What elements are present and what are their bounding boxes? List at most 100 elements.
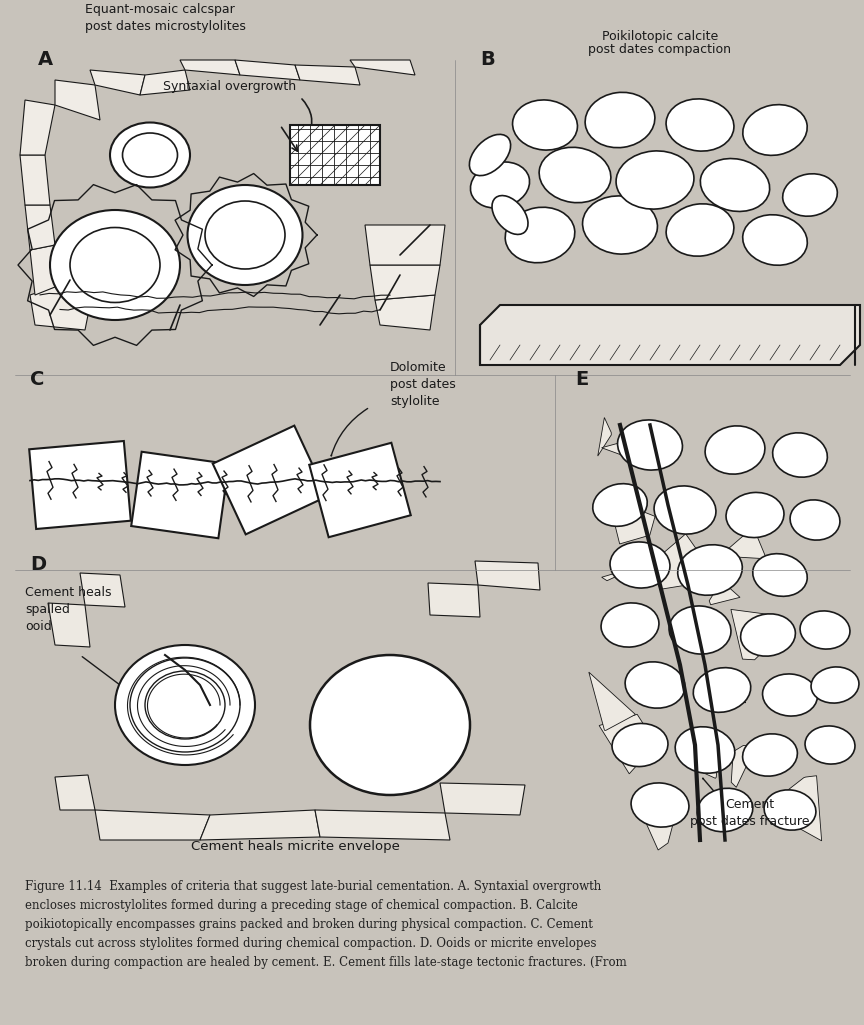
Ellipse shape <box>470 162 530 208</box>
Polygon shape <box>30 285 90 330</box>
Polygon shape <box>440 783 525 815</box>
Polygon shape <box>48 603 90 647</box>
Ellipse shape <box>610 542 670 588</box>
Polygon shape <box>213 425 327 534</box>
Polygon shape <box>785 776 822 840</box>
Polygon shape <box>601 567 638 581</box>
Ellipse shape <box>783 174 837 216</box>
Polygon shape <box>599 714 656 774</box>
FancyArrowPatch shape <box>302 99 312 128</box>
Polygon shape <box>731 610 778 660</box>
Polygon shape <box>375 295 435 330</box>
Polygon shape <box>90 70 145 95</box>
Polygon shape <box>609 499 655 544</box>
Polygon shape <box>315 810 450 840</box>
Ellipse shape <box>697 788 753 831</box>
Polygon shape <box>726 532 766 559</box>
Polygon shape <box>80 573 125 607</box>
Polygon shape <box>235 60 300 80</box>
Ellipse shape <box>740 614 796 656</box>
Text: D: D <box>30 555 46 574</box>
Text: Poikilotopic calcite: Poikilotopic calcite <box>602 30 718 43</box>
Polygon shape <box>140 70 190 95</box>
Polygon shape <box>365 226 445 265</box>
Text: C: C <box>30 370 44 390</box>
Ellipse shape <box>763 674 817 716</box>
FancyArrowPatch shape <box>82 657 137 697</box>
Ellipse shape <box>469 134 511 175</box>
Polygon shape <box>295 65 360 85</box>
Text: Cement
post dates fracture: Cement post dates fracture <box>690 798 810 828</box>
Ellipse shape <box>743 215 807 265</box>
Ellipse shape <box>618 420 683 470</box>
Ellipse shape <box>772 433 828 478</box>
Ellipse shape <box>693 667 751 712</box>
Text: Cement heals
spalled
ooid: Cement heals spalled ooid <box>25 586 111 633</box>
Ellipse shape <box>601 603 659 647</box>
Ellipse shape <box>492 196 528 235</box>
Ellipse shape <box>582 196 658 254</box>
Ellipse shape <box>310 655 470 795</box>
Ellipse shape <box>50 210 180 320</box>
Text: Dolomite
post dates
stylolite: Dolomite post dates stylolite <box>390 361 455 408</box>
Polygon shape <box>29 441 130 529</box>
Polygon shape <box>350 60 415 75</box>
Text: Cement heals micrite envelope: Cement heals micrite envelope <box>191 840 399 853</box>
Polygon shape <box>309 443 410 537</box>
Text: Equant-mosaic calcspar
post dates microstylolites: Equant-mosaic calcspar post dates micros… <box>85 3 246 33</box>
Polygon shape <box>25 205 55 250</box>
Text: Syntaxial overgrowth: Syntaxial overgrowth <box>163 80 296 93</box>
Ellipse shape <box>130 658 240 752</box>
Polygon shape <box>290 125 380 184</box>
Ellipse shape <box>70 228 160 302</box>
Ellipse shape <box>115 645 255 765</box>
Ellipse shape <box>205 201 285 269</box>
Ellipse shape <box>539 148 611 203</box>
Polygon shape <box>200 810 320 840</box>
Ellipse shape <box>654 486 716 534</box>
Ellipse shape <box>187 184 302 285</box>
Ellipse shape <box>790 500 840 540</box>
Ellipse shape <box>677 544 742 596</box>
Ellipse shape <box>705 425 765 475</box>
Ellipse shape <box>145 671 225 739</box>
Polygon shape <box>637 798 674 850</box>
Ellipse shape <box>743 105 807 156</box>
Ellipse shape <box>631 783 689 827</box>
Ellipse shape <box>800 611 850 649</box>
Polygon shape <box>480 305 860 365</box>
Polygon shape <box>95 810 210 840</box>
Ellipse shape <box>669 606 731 654</box>
Ellipse shape <box>616 151 694 209</box>
Ellipse shape <box>585 92 655 148</box>
Polygon shape <box>598 417 612 456</box>
Polygon shape <box>428 583 480 617</box>
Polygon shape <box>20 155 50 205</box>
Text: E: E <box>575 370 588 390</box>
Polygon shape <box>55 80 100 120</box>
Ellipse shape <box>726 492 784 537</box>
Polygon shape <box>475 561 540 590</box>
Polygon shape <box>652 534 718 589</box>
Polygon shape <box>55 775 95 810</box>
Polygon shape <box>30 245 60 295</box>
Text: A: A <box>38 50 53 69</box>
Ellipse shape <box>123 133 177 177</box>
Polygon shape <box>131 452 229 538</box>
Ellipse shape <box>505 207 575 262</box>
Ellipse shape <box>753 554 807 597</box>
Polygon shape <box>738 699 746 703</box>
Text: B: B <box>480 50 495 69</box>
Ellipse shape <box>512 99 577 150</box>
Polygon shape <box>20 100 55 155</box>
Polygon shape <box>709 582 740 605</box>
Ellipse shape <box>626 662 685 708</box>
Ellipse shape <box>593 484 647 526</box>
Text: Figure 11.14  Examples of criteria that suggest late-burial cementation. A. Synt: Figure 11.14 Examples of criteria that s… <box>25 880 626 969</box>
Ellipse shape <box>701 159 770 211</box>
Polygon shape <box>731 745 756 787</box>
Ellipse shape <box>675 727 734 773</box>
Ellipse shape <box>805 726 855 764</box>
Ellipse shape <box>110 123 190 188</box>
Ellipse shape <box>764 790 816 830</box>
